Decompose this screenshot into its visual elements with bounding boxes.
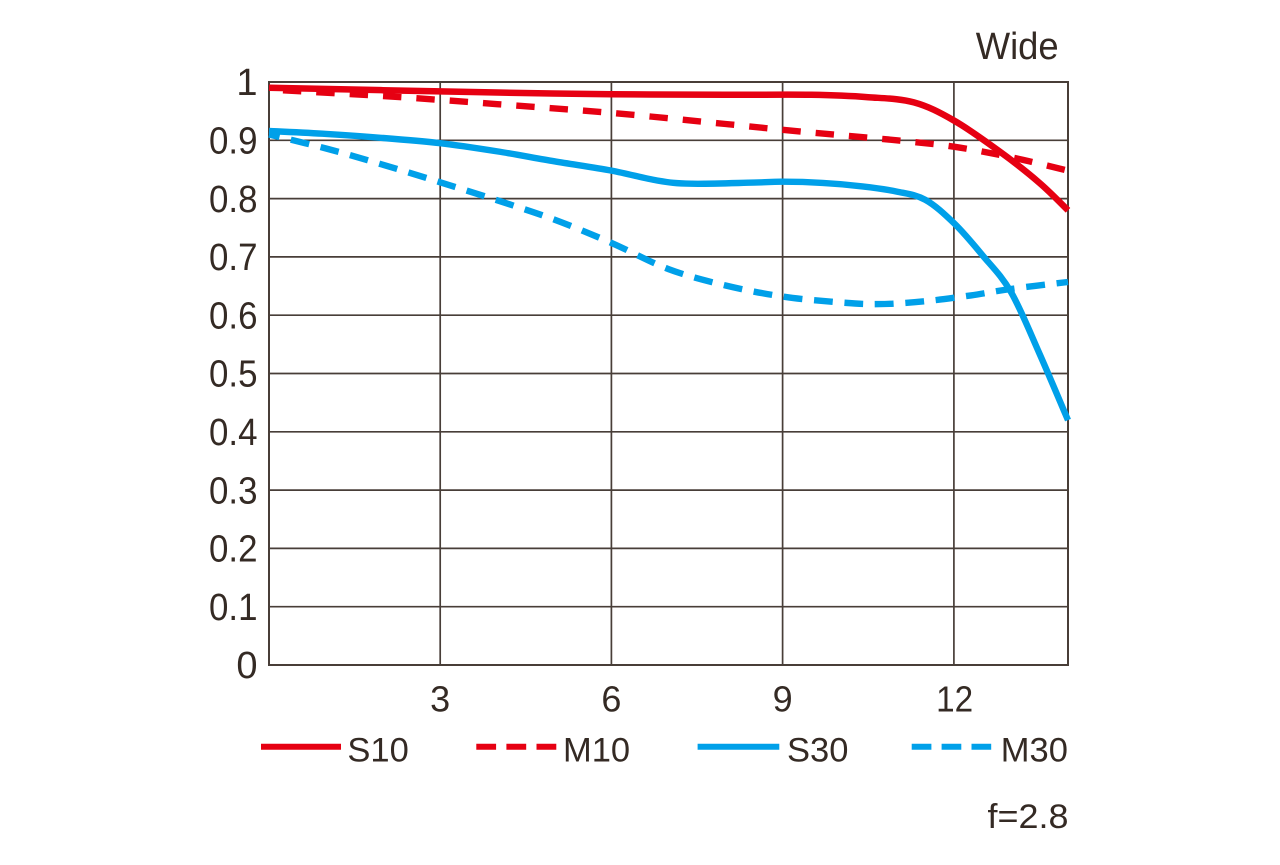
svg-text:f=2.8: f=2.8 (988, 798, 1069, 836)
svg-text:0: 0 (236, 645, 257, 687)
svg-text:0.3: 0.3 (209, 470, 258, 512)
svg-text:12: 12 (936, 678, 973, 719)
svg-text:0.7: 0.7 (209, 237, 258, 279)
svg-text:S30: S30 (787, 732, 848, 770)
svg-text:0.1: 0.1 (209, 587, 258, 629)
svg-text:0.8: 0.8 (209, 179, 258, 221)
svg-text:M10: M10 (563, 732, 630, 770)
svg-text:M30: M30 (1001, 732, 1068, 770)
svg-text:0.5: 0.5 (209, 354, 258, 396)
svg-text:1: 1 (236, 62, 257, 104)
svg-text:0.9: 0.9 (209, 121, 258, 163)
svg-text:9: 9 (773, 678, 793, 719)
svg-text:0.6: 0.6 (209, 295, 258, 337)
svg-text:0.4: 0.4 (209, 412, 258, 454)
svg-text:Wide: Wide (976, 26, 1059, 68)
svg-text:6: 6 (601, 678, 621, 719)
svg-text:0.2: 0.2 (209, 529, 258, 571)
svg-text:S10: S10 (347, 732, 408, 770)
svg-text:3: 3 (430, 678, 450, 719)
